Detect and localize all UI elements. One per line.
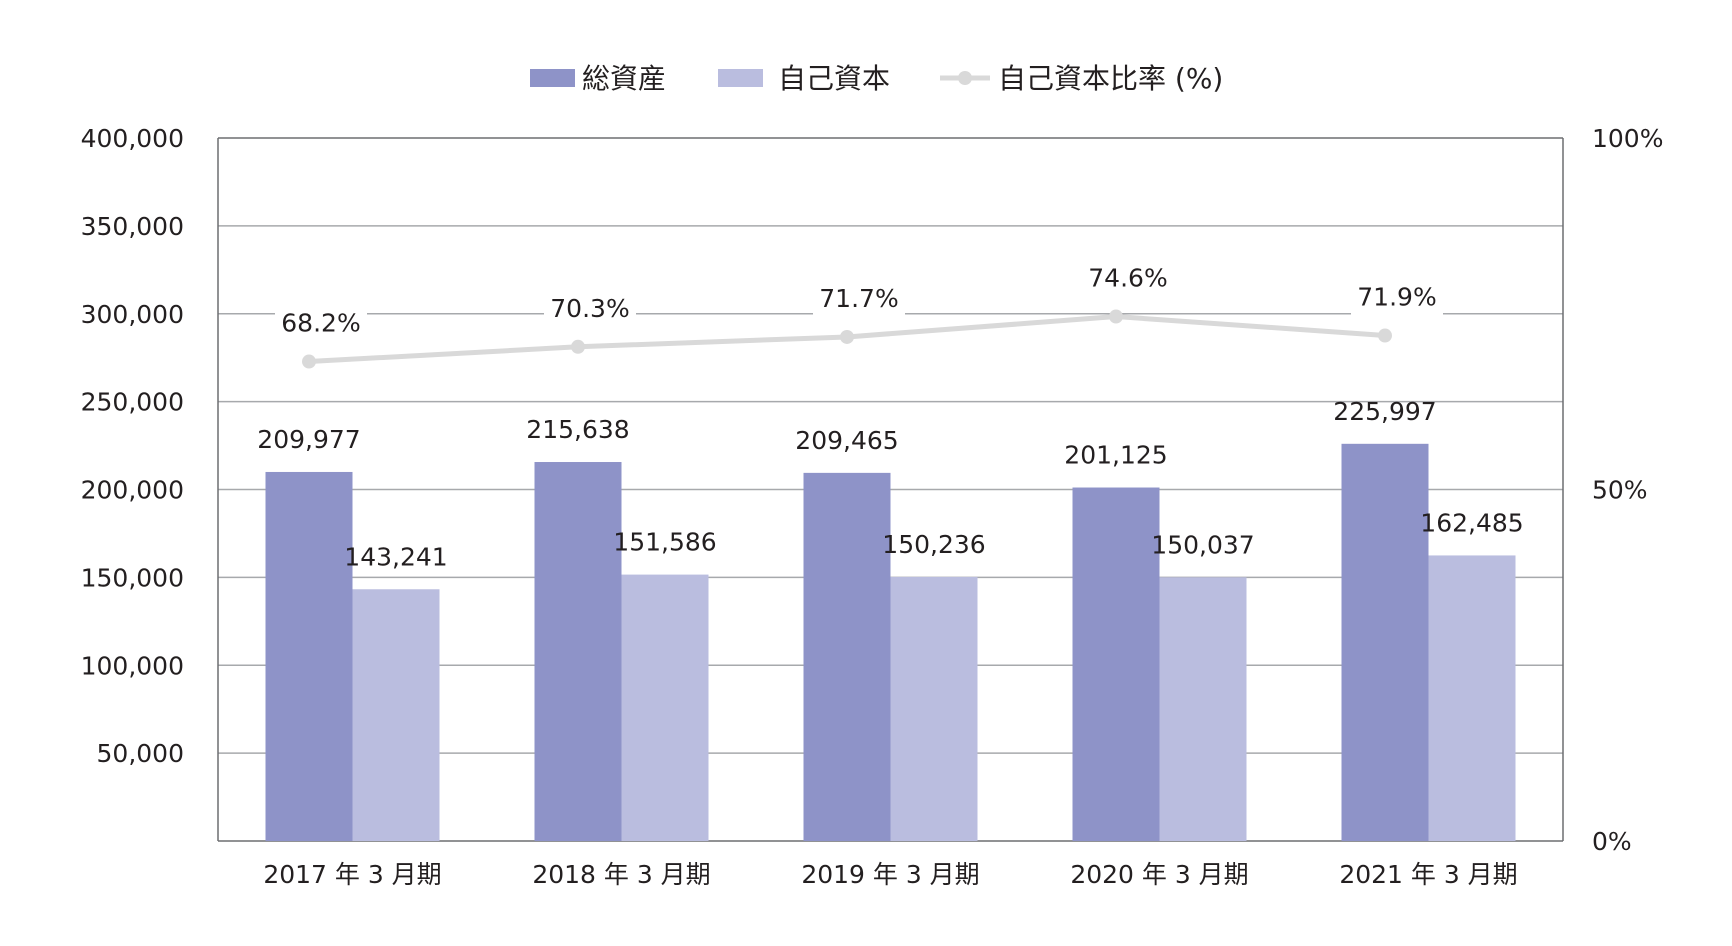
ratio-line	[302, 309, 1392, 369]
y-left-tick-label: 250,000	[81, 388, 184, 417]
ratio-label-bg	[813, 280, 905, 317]
legend-label: 自己資本比率 (%)	[998, 62, 1223, 95]
legend-line-marker	[958, 71, 972, 85]
legend-swatch	[530, 69, 575, 87]
y-left-tick-label: 100,000	[81, 651, 184, 680]
ratio-value-label: 71.7%	[819, 284, 898, 313]
tick-labels: 50,000 100,000 150,000 200,000 250,000 300,00…	[81, 124, 1664, 889]
ratio-label-bg	[1351, 279, 1443, 316]
bar	[1428, 555, 1516, 841]
ratio-point	[840, 329, 854, 344]
bar-value-label: 162,485	[1420, 508, 1523, 537]
bar-value-label: 209,465	[795, 426, 898, 455]
bar	[1341, 443, 1429, 841]
ratio-point	[1378, 328, 1392, 343]
x-tick-label: 2019 年 3 月期	[801, 860, 979, 889]
legend: 総資産 自己資本 自己資本比率 (%)	[530, 62, 1223, 95]
bars	[265, 443, 1516, 841]
bar-value-label: 151,586	[613, 528, 716, 557]
ratio-point	[571, 339, 585, 354]
ratio-label-bg	[1082, 260, 1174, 297]
bar	[1072, 487, 1160, 841]
bar-value-label: 215,638	[526, 415, 629, 444]
bar	[890, 576, 978, 841]
y-right-tick-label: 0%	[1592, 827, 1632, 856]
bar-value-label: 209,977	[257, 425, 360, 454]
x-tick-label: 2018 年 3 月期	[532, 860, 710, 889]
y-left-tick-label: 50,000	[97, 739, 184, 768]
y-right-tick-label: 100%	[1592, 124, 1663, 153]
bar	[265, 471, 353, 841]
ratio-value-label: 68.2%	[281, 309, 360, 338]
y-left-tick-label: 300,000	[81, 300, 184, 329]
legend-label: 総資産	[582, 62, 666, 95]
ratio-point	[1109, 309, 1123, 324]
x-tick-label: 2020 年 3 月期	[1070, 860, 1248, 889]
x-tick-label: 2017 年 3 月期	[263, 860, 441, 889]
legend-swatch	[718, 69, 763, 87]
legend-label: 自己資本	[778, 62, 890, 95]
y-left-tick-label: 350,000	[81, 212, 184, 241]
ratio-value-label: 71.9%	[1357, 283, 1436, 312]
bar-value-label: 225,997	[1333, 397, 1436, 426]
bar	[352, 589, 440, 841]
ratio-value-label: 74.6%	[1088, 264, 1167, 293]
y-left-tick-label: 200,000	[81, 476, 184, 505]
bar	[534, 462, 622, 841]
bar-value-label: 150,037	[1151, 530, 1254, 559]
y-left-tick-label: 400,000	[81, 124, 184, 153]
bar-value-label: 143,241	[344, 542, 447, 571]
x-tick-label: 2021 年 3 月期	[1339, 860, 1517, 889]
bar	[621, 574, 709, 841]
y-right-tick-label: 50%	[1592, 476, 1648, 505]
bar-value-label: 201,125	[1064, 441, 1167, 470]
ratio-label-bg	[544, 290, 636, 327]
y-left-tick-label: 150,000	[81, 563, 184, 592]
ratio-label-bg	[275, 305, 367, 342]
data-labels: 209,977 143,241 215,638 151,586 209,465 150,2…	[257, 260, 1524, 571]
ratio-point	[302, 354, 316, 369]
bar	[1159, 577, 1247, 841]
ratio-value-label: 70.3%	[550, 294, 629, 323]
bar	[803, 472, 891, 841]
bar-value-label: 150,236	[882, 530, 985, 559]
